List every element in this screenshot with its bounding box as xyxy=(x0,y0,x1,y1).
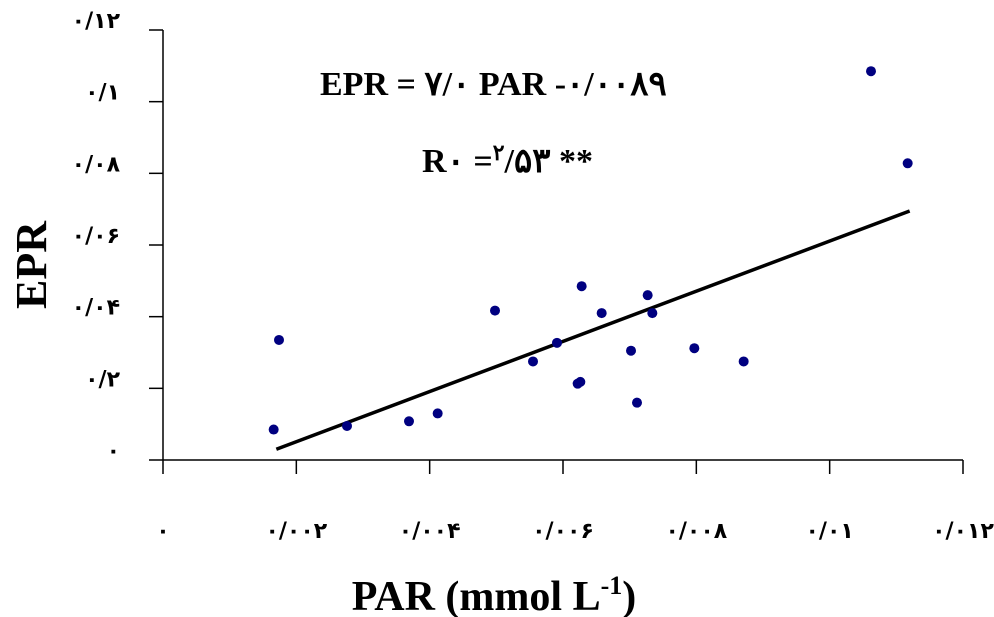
data-point xyxy=(647,308,658,319)
x-axis-title-main: PAR (mmol L xyxy=(352,574,601,617)
y-tick-label: ٠/٠۶ xyxy=(72,224,120,249)
data-point xyxy=(552,337,562,348)
regression-line xyxy=(275,209,911,451)
y-tick-label: ٠/٢ xyxy=(85,367,120,392)
data-point xyxy=(738,356,749,367)
r-squared-annotation: R ٢= ٠/۵٣ ** xyxy=(422,140,593,180)
data-point xyxy=(576,281,587,292)
data-point xyxy=(902,158,913,169)
x-tick-label: ٠/٠٠۴ xyxy=(399,519,461,544)
data-point xyxy=(404,416,414,427)
data-point xyxy=(528,356,538,367)
data-point xyxy=(268,424,279,435)
x-tick-label: ٠ xyxy=(156,519,169,544)
r2-superscript: ٢ xyxy=(493,140,505,165)
data-point xyxy=(866,66,876,77)
r2-prefix: R xyxy=(422,143,447,180)
data-point xyxy=(274,334,284,345)
y-tick-labels: ٠ ٠/٢ ٠/٠۴ ٠/٠۶ ٠/٠٨ ٠/١ ٠/١٢ xyxy=(72,9,121,464)
y-tick-label: ٠ xyxy=(107,439,120,464)
y-tick-label: ٠/٠۴ xyxy=(72,296,120,321)
x-tick-labels: ٠ ٠/٠٠٢ ٠/٠٠۴ ٠/٠٠۶ ٠/٠٠٨ ٠/٠١ ٠/٠١٢ xyxy=(156,519,994,544)
x-tick-label: ٠/٠١ xyxy=(806,519,854,544)
data-point xyxy=(689,343,700,354)
data-point xyxy=(432,408,443,419)
x-axis-title-close: ) xyxy=(622,574,636,617)
x-tick-label: ٠/٠٠۶ xyxy=(532,519,594,544)
data-point xyxy=(575,376,586,387)
y-tick-label: ٠/١ xyxy=(85,81,120,106)
data-point xyxy=(642,290,653,301)
data-point xyxy=(342,420,352,431)
r2-value: = ٠/۵٣ ** xyxy=(447,143,593,180)
y-axis-title: EPR xyxy=(7,220,56,309)
axes xyxy=(149,29,964,474)
trendline-group xyxy=(275,209,911,451)
x-tick-label: ٠/٠١٢ xyxy=(932,519,994,544)
data-point xyxy=(596,308,607,319)
x-axis-title-superscript: -1 xyxy=(601,571,623,600)
x-tick-label: ٠/٠٠٨ xyxy=(665,519,727,544)
regression-equation: EPR = ٧/٠ PAR -٠/٠٠٨٩ xyxy=(320,66,667,103)
data-point xyxy=(632,397,642,408)
x-axis-title: PAR (mmol L-1) xyxy=(352,571,637,617)
data-point xyxy=(626,345,636,356)
data-points xyxy=(268,66,913,435)
y-tick-label: ٠/٠٨ xyxy=(72,152,121,177)
x-tick-label: ٠/٠٠٢ xyxy=(265,519,327,544)
data-point xyxy=(490,305,500,316)
y-tick-label: ٠/١٢ xyxy=(72,9,121,34)
